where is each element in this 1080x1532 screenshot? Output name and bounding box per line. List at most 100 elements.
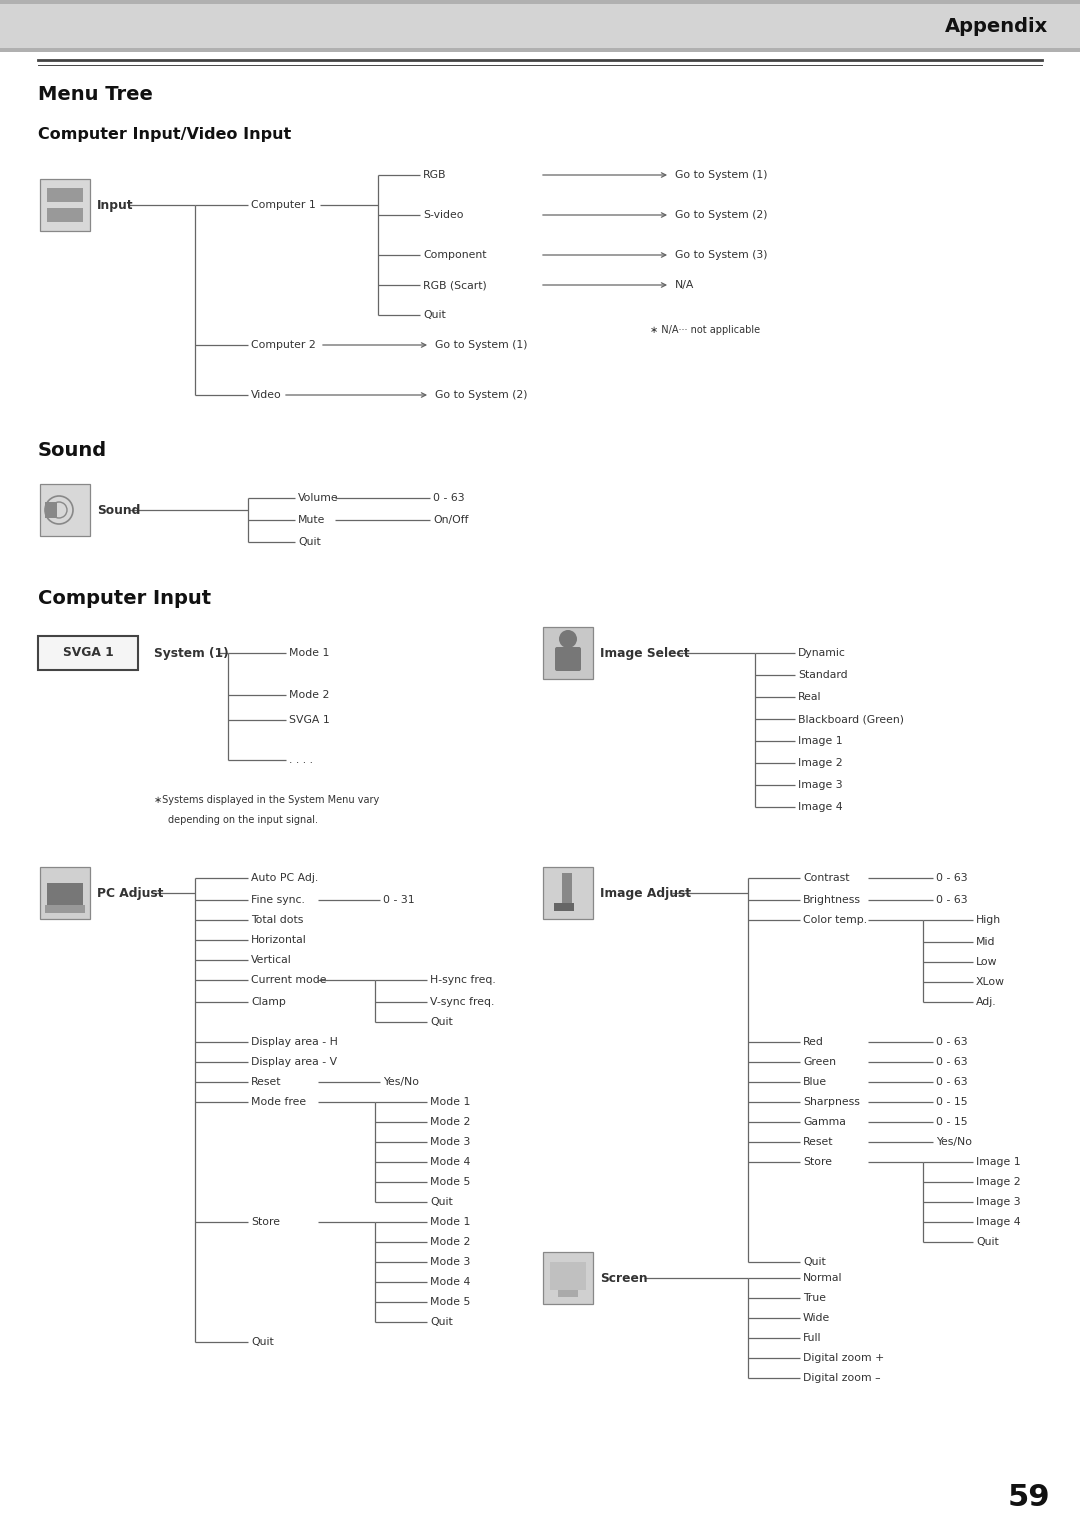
Text: Digital zoom +: Digital zoom + <box>804 1353 885 1363</box>
FancyBboxPatch shape <box>562 873 572 908</box>
Text: Reset: Reset <box>804 1137 834 1147</box>
Text: System (1): System (1) <box>154 647 229 659</box>
Text: Appendix: Appendix <box>945 17 1048 35</box>
Bar <box>48 188 83 202</box>
Text: Screen: Screen <box>600 1272 648 1284</box>
Text: Normal: Normal <box>804 1273 842 1282</box>
Text: 0 - 63: 0 - 63 <box>433 493 464 502</box>
Text: SVGA 1: SVGA 1 <box>289 715 329 725</box>
Text: Blue: Blue <box>804 1077 827 1088</box>
Text: Sound: Sound <box>97 504 140 516</box>
Text: Store: Store <box>251 1216 280 1227</box>
Bar <box>45 502 57 518</box>
Text: 0 - 63: 0 - 63 <box>936 1057 968 1066</box>
Bar <box>543 1252 593 1304</box>
FancyBboxPatch shape <box>48 882 83 905</box>
Text: RGB (Scart): RGB (Scart) <box>423 280 487 290</box>
Text: Sound: Sound <box>38 441 107 460</box>
Text: Quit: Quit <box>976 1236 999 1247</box>
Text: 0 - 63: 0 - 63 <box>936 1037 968 1046</box>
Text: ∗Systems displayed in the System Menu vary: ∗Systems displayed in the System Menu va… <box>154 795 379 804</box>
Text: Total dots: Total dots <box>251 915 303 925</box>
Bar <box>40 179 90 231</box>
Text: Gamma: Gamma <box>804 1117 846 1128</box>
Text: Computer Input: Computer Input <box>38 588 211 608</box>
Text: Mode 3: Mode 3 <box>430 1137 471 1147</box>
Text: Quit: Quit <box>430 1318 453 1327</box>
Text: Yes/No: Yes/No <box>383 1077 419 1088</box>
Text: depending on the input signal.: depending on the input signal. <box>168 815 318 826</box>
Text: Go to System (1): Go to System (1) <box>435 340 527 349</box>
Text: RGB: RGB <box>423 170 446 179</box>
Text: Mode 2: Mode 2 <box>289 689 329 700</box>
Text: Low: Low <box>976 958 998 967</box>
Text: S-video: S-video <box>423 210 463 221</box>
Text: Horizontal: Horizontal <box>251 935 307 945</box>
Text: Yes/No: Yes/No <box>936 1137 972 1147</box>
Text: N/A: N/A <box>675 280 694 290</box>
Text: 0 - 31: 0 - 31 <box>383 895 415 905</box>
Text: Mode 1: Mode 1 <box>289 648 329 659</box>
Text: Mode 5: Mode 5 <box>430 1177 471 1187</box>
Text: Mode 4: Mode 4 <box>430 1157 471 1167</box>
Text: H-sync freq.: H-sync freq. <box>430 974 496 985</box>
Bar <box>550 1262 586 1290</box>
Text: . . . .: . . . . <box>289 755 313 764</box>
Text: Quit: Quit <box>423 309 446 320</box>
Text: Digital zoom –: Digital zoom – <box>804 1373 880 1383</box>
Text: 0 - 63: 0 - 63 <box>936 1077 968 1088</box>
Text: 0 - 63: 0 - 63 <box>936 873 968 882</box>
Text: Contrast: Contrast <box>804 873 850 882</box>
Text: Quit: Quit <box>430 1017 453 1026</box>
Text: Display area - V: Display area - V <box>251 1057 337 1066</box>
Text: Sharpness: Sharpness <box>804 1097 860 1108</box>
Text: Image 1: Image 1 <box>976 1157 1021 1167</box>
Text: Image 2: Image 2 <box>798 758 842 768</box>
Text: Brightness: Brightness <box>804 895 861 905</box>
Text: Vertical: Vertical <box>251 954 292 965</box>
Text: Full: Full <box>804 1333 822 1344</box>
Text: Image 1: Image 1 <box>798 735 842 746</box>
Text: Image 3: Image 3 <box>798 780 842 791</box>
Text: ∗ N/A··· not applicable: ∗ N/A··· not applicable <box>650 325 760 336</box>
Text: Mute: Mute <box>298 515 325 525</box>
Bar <box>48 208 83 222</box>
Text: Image 2: Image 2 <box>976 1177 1021 1187</box>
Text: Computer Input/Video Input: Computer Input/Video Input <box>38 127 292 142</box>
Text: Mode 1: Mode 1 <box>430 1097 471 1108</box>
Text: Clamp: Clamp <box>251 997 286 1007</box>
Text: Store: Store <box>804 1157 832 1167</box>
Text: Reset: Reset <box>251 1077 282 1088</box>
Bar <box>558 1290 578 1298</box>
FancyBboxPatch shape <box>38 636 138 669</box>
Bar <box>40 867 90 919</box>
Text: 59: 59 <box>1008 1483 1050 1512</box>
Text: Mode 5: Mode 5 <box>430 1298 471 1307</box>
Text: Computer 1: Computer 1 <box>251 201 315 210</box>
Text: Image Select: Image Select <box>600 647 689 659</box>
Text: Mode 2: Mode 2 <box>430 1236 471 1247</box>
Text: Image 3: Image 3 <box>976 1196 1021 1207</box>
Text: Quit: Quit <box>430 1196 453 1207</box>
Text: Video: Video <box>251 391 282 400</box>
Text: PC Adjust: PC Adjust <box>97 887 163 899</box>
Bar <box>40 484 90 536</box>
Text: On/Off: On/Off <box>433 515 469 525</box>
Text: Auto PC Adj.: Auto PC Adj. <box>251 873 319 882</box>
Bar <box>543 627 593 679</box>
Text: Go to System (2): Go to System (2) <box>435 391 527 400</box>
Text: Quit: Quit <box>251 1337 273 1347</box>
Text: Go to System (2): Go to System (2) <box>675 210 768 221</box>
Text: Current mode: Current mode <box>251 974 326 985</box>
Text: Standard: Standard <box>798 669 848 680</box>
FancyBboxPatch shape <box>554 902 573 912</box>
Text: Volume: Volume <box>298 493 339 502</box>
Text: Mode 3: Mode 3 <box>430 1256 471 1267</box>
Text: Blackboard (Green): Blackboard (Green) <box>798 714 904 725</box>
Text: True: True <box>804 1293 826 1304</box>
Text: Display area - H: Display area - H <box>251 1037 338 1046</box>
Text: Mode free: Mode free <box>251 1097 306 1108</box>
FancyBboxPatch shape <box>555 647 581 671</box>
Text: Image Adjust: Image Adjust <box>600 887 691 899</box>
Text: V-sync freq.: V-sync freq. <box>430 997 495 1007</box>
